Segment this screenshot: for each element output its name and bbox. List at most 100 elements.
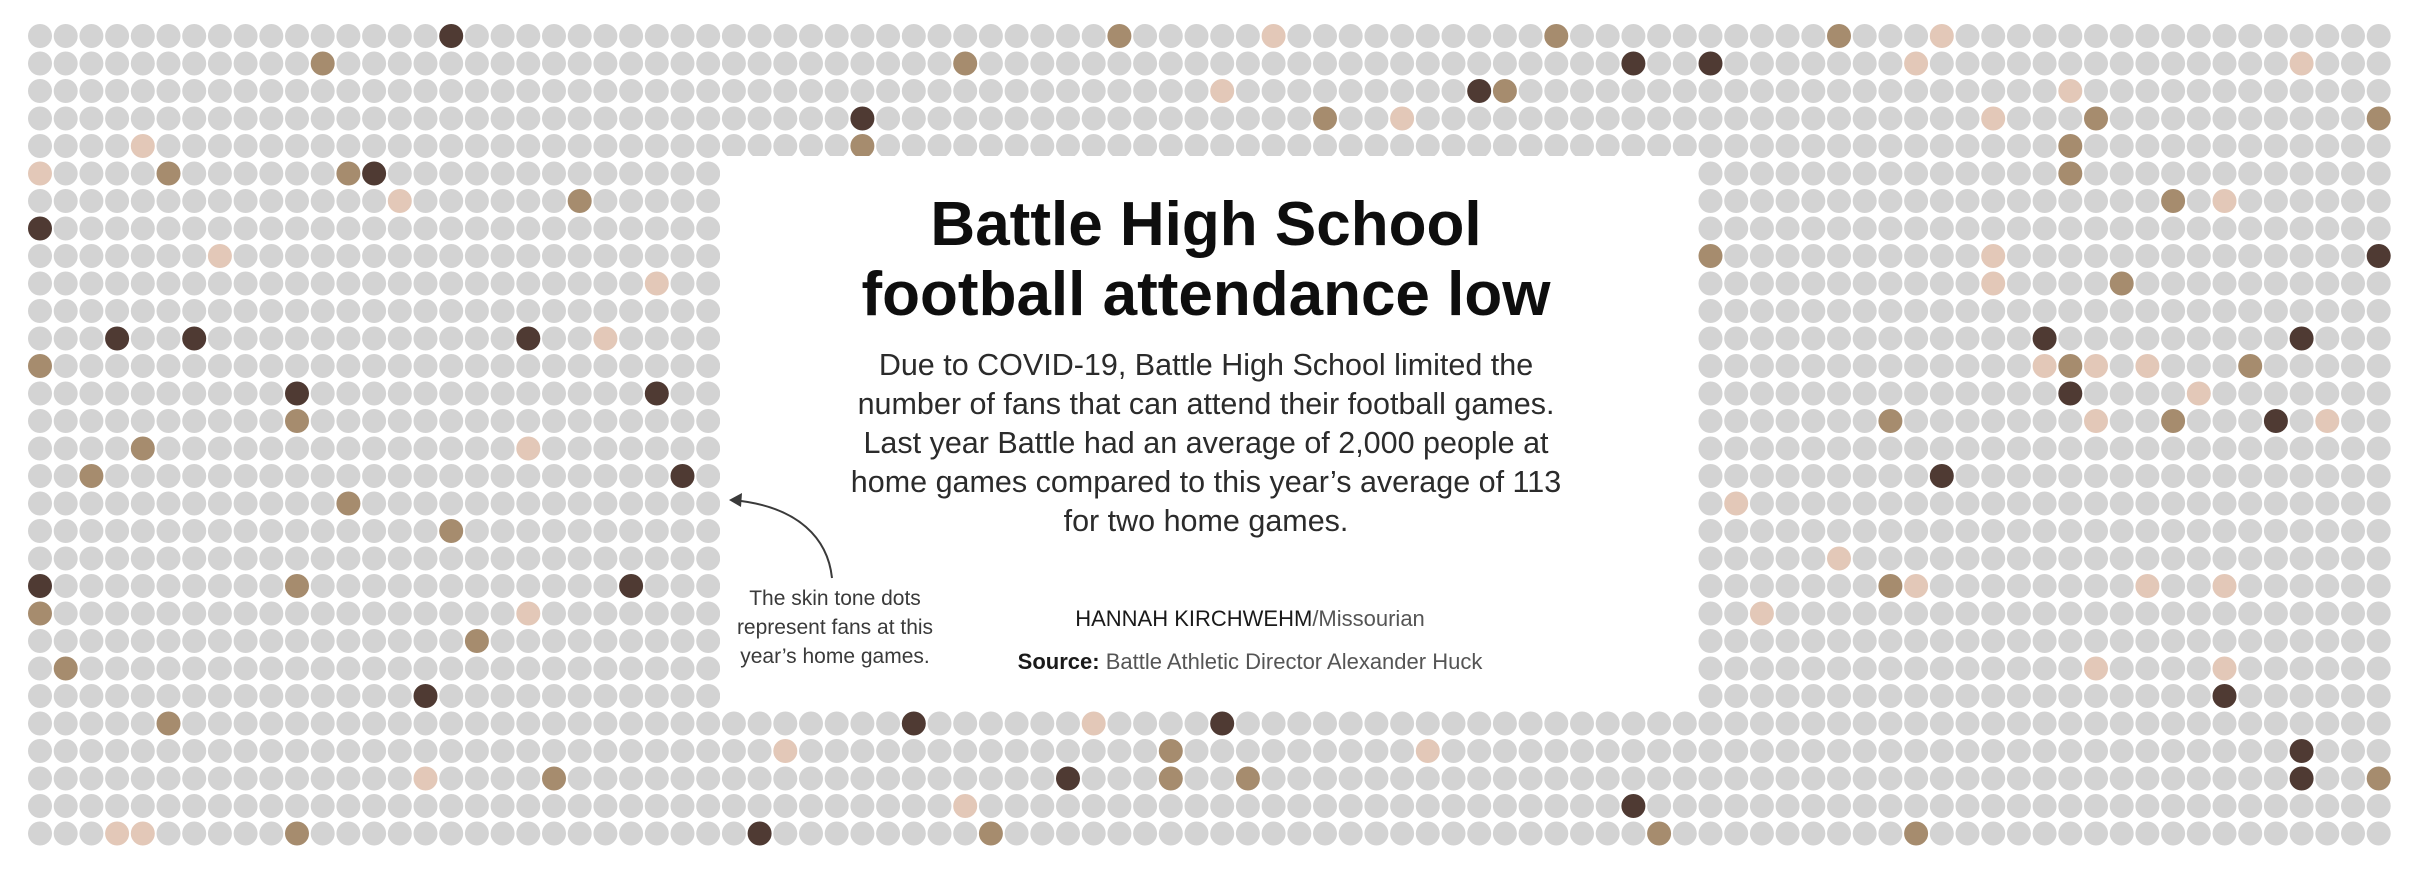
empty-seat-dot — [516, 106, 541, 131]
empty-seat-dot — [2058, 299, 2083, 323]
empty-seat-dot — [310, 684, 335, 708]
empty-seat-dot — [644, 766, 669, 791]
empty-seat-dot — [1801, 574, 1826, 598]
empty-seat-dot — [1955, 79, 1980, 103]
empty-seat-dot — [79, 79, 104, 103]
empty-seat-dot — [79, 739, 104, 763]
empty-seat-dot — [2006, 381, 2031, 406]
empty-seat-dot — [439, 326, 464, 351]
empty-seat-dot — [1827, 464, 1851, 488]
empty-seat-dot — [1827, 161, 1851, 186]
empty-seat-dot — [619, 216, 644, 241]
empty-seat-dot — [1852, 51, 1877, 76]
empty-seat-dot — [670, 24, 695, 48]
empty-seat-dot — [2058, 271, 2083, 296]
empty-seat-dot — [516, 299, 541, 323]
empty-seat-dot — [1878, 629, 1903, 653]
empty-seat-dot — [362, 216, 387, 241]
empty-seat-dot — [1749, 244, 1774, 268]
empty-seat-dot — [1056, 134, 1080, 158]
empty-seat-dot — [28, 739, 52, 763]
empty-seat-dot — [1878, 519, 1903, 543]
empty-seat-dot — [1595, 51, 1620, 76]
empty-seat-dot — [490, 134, 515, 158]
empty-seat-dot — [1749, 766, 1774, 791]
empty-seat-dot — [2161, 79, 2186, 103]
empty-seat-dot — [387, 299, 412, 323]
empty-seat-dot — [490, 464, 515, 488]
empty-seat-dot — [696, 409, 721, 433]
empty-seat-dot — [79, 684, 104, 708]
empty-seat-dot — [439, 409, 464, 433]
empty-seat-dot — [1056, 24, 1080, 48]
empty-seat-dot — [1287, 739, 1312, 763]
empty-seat-dot — [1518, 739, 1543, 763]
empty-seat-dot — [1390, 766, 1415, 791]
empty-seat-dot — [2341, 106, 2365, 131]
empty-seat-dot — [207, 766, 232, 791]
empty-seat-dot — [2341, 436, 2365, 461]
empty-seat-dot — [1878, 601, 1903, 626]
empty-seat-dot — [2315, 24, 2340, 48]
empty-seat-dot — [1698, 79, 1723, 103]
empty-seat-dot — [362, 51, 387, 76]
empty-seat-dot — [1878, 464, 1903, 488]
empty-seat-dot — [747, 79, 772, 103]
empty-seat-dot — [207, 821, 232, 846]
empty-seat-dot — [233, 106, 258, 131]
empty-seat-dot — [670, 684, 695, 708]
empty-seat-dot — [387, 161, 412, 186]
empty-seat-dot — [130, 519, 155, 543]
fan-dot — [1698, 244, 1723, 268]
empty-seat-dot — [310, 189, 335, 213]
empty-seat-dot — [670, 656, 695, 681]
empty-seat-dot — [1081, 794, 1106, 818]
empty-seat-dot — [1647, 51, 1672, 76]
empty-seat-dot — [696, 354, 721, 378]
empty-seat-dot — [79, 491, 104, 516]
empty-seat-dot — [259, 244, 284, 268]
fan-dot — [1827, 546, 1851, 571]
empty-seat-dot — [644, 24, 669, 48]
empty-seat-dot — [130, 464, 155, 488]
empty-seat-dot — [79, 216, 104, 241]
empty-seat-dot — [567, 24, 592, 48]
empty-seat-dot — [156, 24, 181, 48]
fan-dot — [130, 436, 155, 461]
fan-dot — [1056, 766, 1080, 791]
empty-seat-dot — [387, 436, 412, 461]
empty-seat-dot — [2032, 629, 2057, 653]
empty-seat-dot — [2109, 821, 2134, 846]
empty-seat-dot — [2366, 189, 2391, 213]
empty-seat-dot — [387, 216, 412, 241]
empty-seat-dot — [1929, 381, 1954, 406]
fan-dot — [1724, 491, 1749, 516]
empty-seat-dot — [542, 51, 566, 76]
empty-seat-dot — [1390, 79, 1415, 103]
empty-seat-dot — [362, 436, 387, 461]
empty-seat-dot — [721, 24, 746, 48]
empty-seat-dot — [28, 79, 52, 103]
empty-seat-dot — [2186, 519, 2211, 543]
empty-seat-dot — [1801, 354, 1826, 378]
empty-seat-dot — [2186, 79, 2211, 103]
empty-seat-dot — [1852, 271, 1877, 296]
empty-seat-dot — [362, 354, 387, 378]
empty-seat-dot — [207, 491, 232, 516]
empty-seat-dot — [2315, 711, 2340, 736]
empty-seat-dot — [2058, 216, 2083, 241]
empty-seat-dot — [927, 51, 952, 76]
empty-seat-dot — [1827, 656, 1851, 681]
empty-seat-dot — [1749, 326, 1774, 351]
empty-seat-dot — [2315, 161, 2340, 186]
empty-seat-dot — [2289, 216, 2314, 241]
byline: HANNAH KIRCHWEHM/Missourian — [1000, 606, 1500, 632]
empty-seat-dot — [2058, 574, 2083, 598]
empty-seat-dot — [1030, 711, 1055, 736]
empty-seat-dot — [79, 271, 104, 296]
empty-seat-dot — [28, 409, 52, 433]
empty-seat-dot — [953, 739, 978, 763]
empty-seat-dot — [516, 354, 541, 378]
empty-seat-dot — [1595, 739, 1620, 763]
empty-seat-dot — [2341, 519, 2365, 543]
